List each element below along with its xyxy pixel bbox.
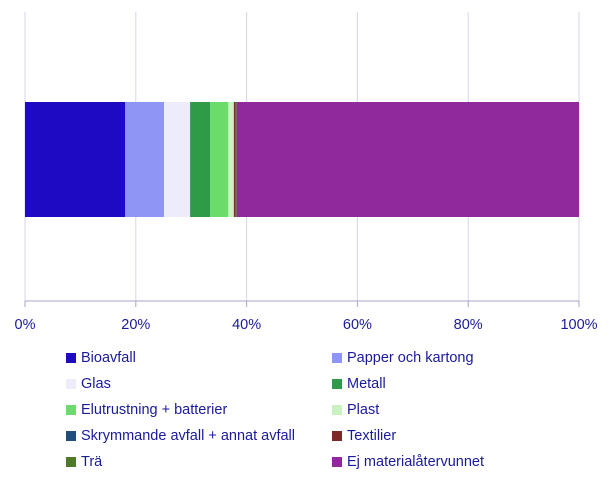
legend-label: Plast (347, 402, 380, 418)
x-tick-label: 100% (560, 317, 597, 333)
legend-swatch (66, 457, 76, 467)
legend: Bioavfall Papper och kartong Glas Metall Elu… (66, 348, 606, 472)
legend-swatch (66, 353, 76, 363)
bar-segment-3 (190, 102, 211, 217)
bar-segment-1 (125, 102, 165, 217)
legend-label: Trä (81, 454, 103, 470)
legend-label: Bioavfall (81, 350, 136, 366)
legend-swatch (66, 379, 76, 389)
legend-item: Glas (66, 374, 332, 394)
legend-swatch (332, 353, 342, 363)
bar-segment-0 (25, 102, 126, 217)
legend-item: Trä (66, 452, 332, 472)
x-tick-label: 20% (121, 317, 150, 333)
legend-swatch (332, 405, 342, 415)
legend-item: Plast (332, 400, 598, 420)
legend-swatch (66, 405, 76, 415)
bar-segment-9 (236, 102, 580, 217)
x-tick-label: 0% (15, 317, 36, 333)
bar-segment-7 (233, 102, 235, 217)
bar-segment-2 (164, 102, 191, 217)
x-tick-label: 40% (232, 317, 261, 333)
x-tick-labels: 0% 20% 40% 60% 80% 100% (15, 301, 598, 333)
legend-item: Bioavfall (66, 348, 332, 368)
legend-label: Metall (347, 376, 386, 392)
legend-label: Skrymmande avfall + annat avfall (81, 428, 295, 444)
legend-item: Metall (332, 374, 598, 394)
legend-label: Ej materialåtervunnet (347, 454, 485, 470)
legend-swatch (332, 379, 342, 389)
legend-label: Elutrustning + batterier (81, 402, 228, 418)
legend-item: Ej materialåtervunnet (332, 452, 598, 472)
bar-segment-8 (234, 102, 237, 217)
legend-swatch (332, 431, 342, 441)
legend-item: Papper och kartong (332, 348, 598, 368)
legend-swatch (332, 457, 342, 467)
bar-segment-5 (228, 102, 234, 217)
legend-item: Elutrustning + batterier (66, 400, 332, 420)
legend-item: Textilier (332, 426, 598, 446)
legend-swatch (66, 431, 76, 441)
stacked-bar-chart: 0% 20% 40% 60% 80% 100% (15, 12, 598, 333)
legend-label: Glas (81, 376, 111, 392)
bar-segment-4 (210, 102, 229, 217)
bar-segments (25, 102, 580, 217)
x-tick-label: 80% (454, 317, 483, 333)
legend-label: Textilier (347, 428, 397, 444)
legend-item: Skrymmande avfall + annat avfall (66, 426, 332, 446)
x-tick-label: 60% (343, 317, 372, 333)
legend-label: Papper och kartong (347, 350, 474, 366)
